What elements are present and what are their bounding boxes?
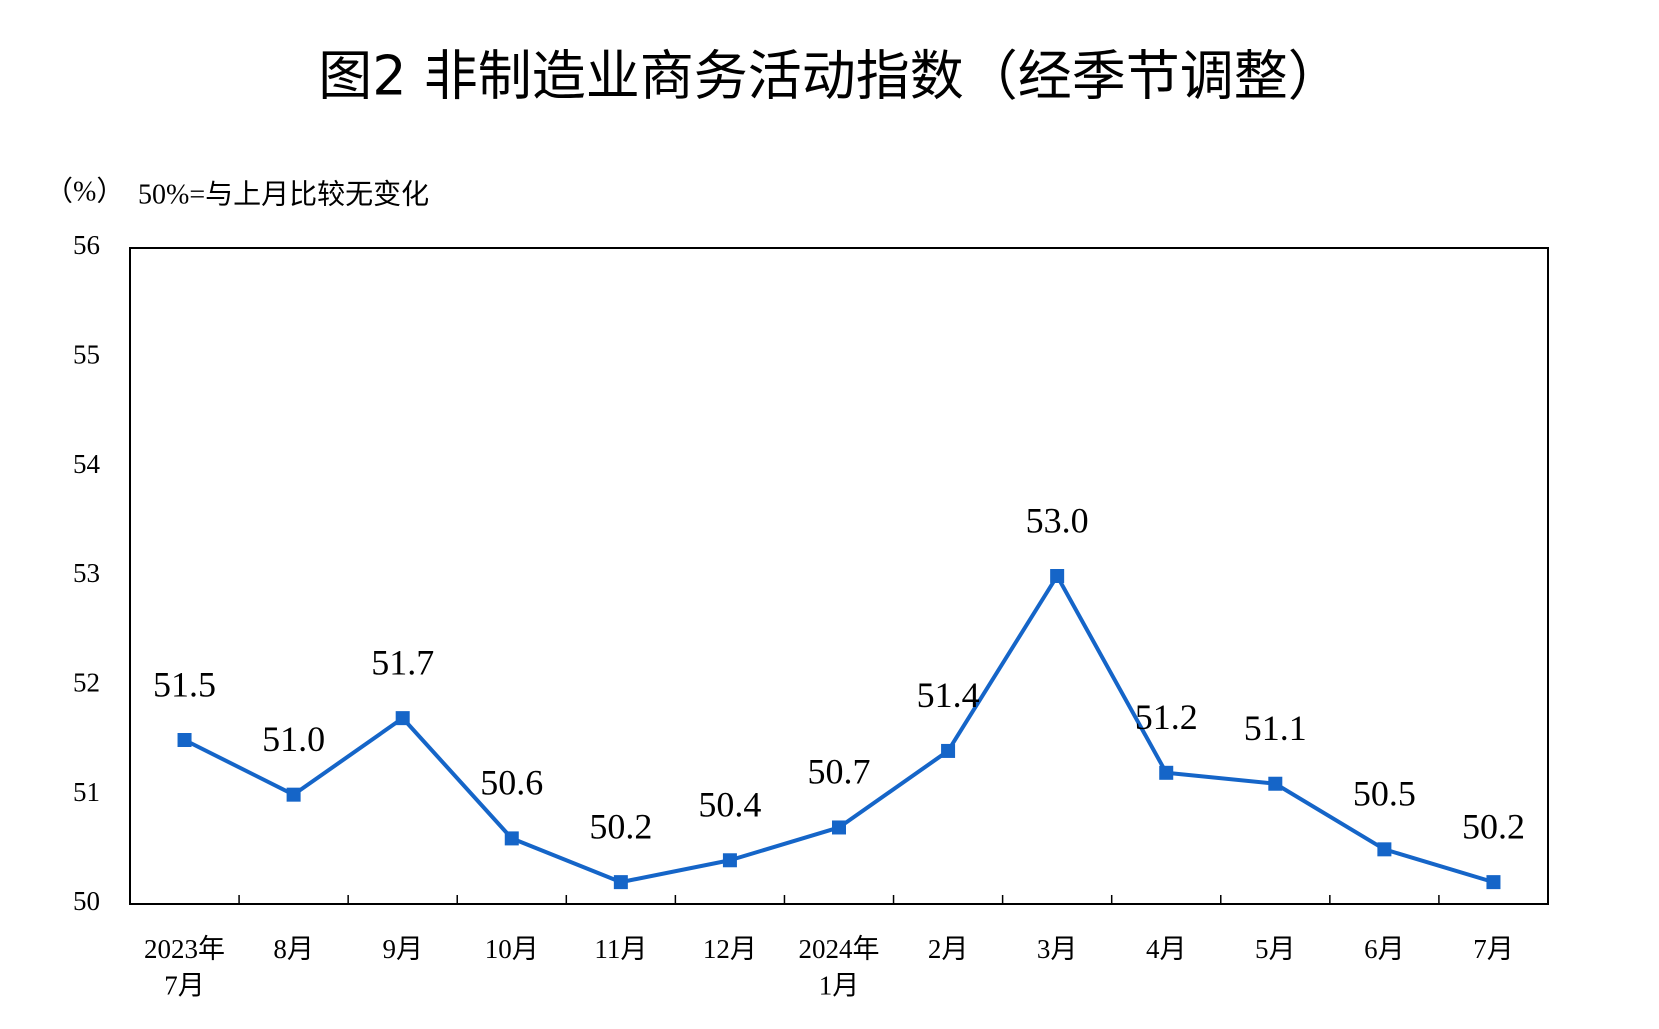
marker xyxy=(1159,765,1174,780)
marker xyxy=(941,743,956,758)
y-tick-label: 56 xyxy=(73,230,100,260)
marker xyxy=(286,787,301,802)
data-label: 50.2 xyxy=(1462,806,1525,846)
x-tick-label: 6月 xyxy=(1364,934,1405,964)
data-label: 51.4 xyxy=(917,675,980,715)
marker xyxy=(832,820,846,835)
data-label: 50.2 xyxy=(589,806,652,846)
plot-frame xyxy=(129,247,1549,905)
data-label: 50.5 xyxy=(1353,774,1416,814)
x-tick-label: 9月 xyxy=(382,934,423,964)
y-tick-label: 54 xyxy=(73,449,101,479)
marker xyxy=(722,853,737,868)
data-label: 51.2 xyxy=(1135,697,1198,737)
x-tick-label: 7月 xyxy=(1473,934,1514,964)
x-tick-label: 10月 xyxy=(485,934,539,964)
marker xyxy=(1486,875,1501,890)
x-tick-label: 12月 xyxy=(703,934,757,964)
data-label: 53.0 xyxy=(1026,500,1089,540)
marker xyxy=(1377,842,1392,857)
x-tick-label: 11月 xyxy=(594,934,647,964)
y-tick-label: 50 xyxy=(73,886,100,916)
y-tick-label: 53 xyxy=(73,558,100,588)
marker xyxy=(613,875,628,890)
unit-label: （%） xyxy=(45,175,124,207)
subtitle: 50%=与上月比较无变化 xyxy=(138,178,429,210)
x-tick-label: 4月 xyxy=(1146,934,1187,964)
data-label: 50.6 xyxy=(480,763,543,803)
x-tick-label: 8月 xyxy=(273,934,314,964)
y-tick-label: 55 xyxy=(73,340,100,370)
marker xyxy=(504,831,519,846)
data-label: 51.1 xyxy=(1244,708,1307,748)
marker xyxy=(1050,569,1065,583)
marker xyxy=(395,711,410,726)
data-label: 51.5 xyxy=(153,664,216,704)
y-tick-label: 51 xyxy=(73,777,100,807)
marker xyxy=(1268,776,1283,791)
data-label: 51.0 xyxy=(262,719,325,759)
data-label: 50.4 xyxy=(698,785,761,825)
chart-title: 图2 非制造业商务活动指数（经季节调整） xyxy=(318,45,1342,108)
marker xyxy=(177,733,192,747)
x-tick-label: 2024年 1月 xyxy=(799,934,880,1000)
x-tick-label: 5月 xyxy=(1255,934,1296,964)
x-tick-label: 3月 xyxy=(1037,934,1078,964)
x-tick-label: 2月 xyxy=(928,934,969,964)
y-tick-label: 52 xyxy=(73,668,100,698)
x-tick-label: 2023年 7月 xyxy=(144,934,225,1000)
data-label: 50.7 xyxy=(808,752,871,792)
data-label: 51.7 xyxy=(371,642,434,682)
